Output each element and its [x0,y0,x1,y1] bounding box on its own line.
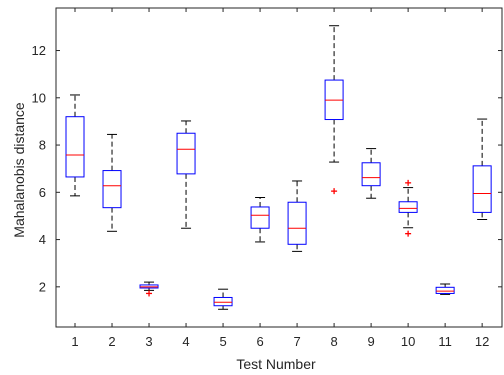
outlier-marker [405,179,412,186]
box-group-2 [102,133,122,232]
plot-frame [55,7,503,328]
y-tick-label: 8 [39,138,46,153]
iqr-box [102,170,122,209]
x-tick-label: 11 [438,334,452,349]
x-tick-label: 7 [293,334,300,349]
y-tick-label: 2 [39,279,46,294]
plot-area [55,7,503,328]
x-tick-label: 3 [145,334,152,349]
y-tick-label: 12 [32,43,46,58]
x-tick-label: 5 [219,334,226,349]
box-group-9 [361,148,381,199]
iqr-box [250,206,270,229]
iqr-box [435,286,455,294]
box-marks [65,25,492,310]
box-group-11 [435,283,455,295]
y-tick-label: 4 [39,232,46,247]
iqr-box [176,132,196,175]
x-tick-label: 2 [108,334,115,349]
box-group-7 [287,180,307,252]
box-group-12 [472,118,492,220]
box-group-1 [65,94,85,197]
x-tick-label: 4 [182,334,189,349]
outlier-marker [331,188,338,195]
y-tick-label: 6 [39,185,46,200]
box-group-3 [139,281,159,297]
box-group-10 [398,179,418,237]
outlier-marker [146,290,153,297]
y-axis-label: Mahalanobis distance [11,102,27,238]
box-group-5 [213,288,233,310]
x-tick-label: 9 [367,334,374,349]
iqr-box [398,201,418,213]
x-tick-label: 12 [475,334,489,349]
iqr-box [472,165,492,213]
box-group-8 [324,25,344,195]
iqr-box [361,162,381,187]
y-tick-label: 10 [32,90,46,105]
iqr-box [287,201,307,245]
box-group-4 [176,120,196,229]
x-axis-label: Test Number [236,356,316,372]
x-tick-label: 6 [256,334,263,349]
box-group-6 [250,197,270,243]
outlier-marker [405,230,412,237]
x-tick-label: 8 [330,334,337,349]
iqr-box [65,116,85,178]
iqr-box [213,296,233,307]
x-tick-label: 1 [71,334,78,349]
x-tick-label: 10 [401,334,415,349]
